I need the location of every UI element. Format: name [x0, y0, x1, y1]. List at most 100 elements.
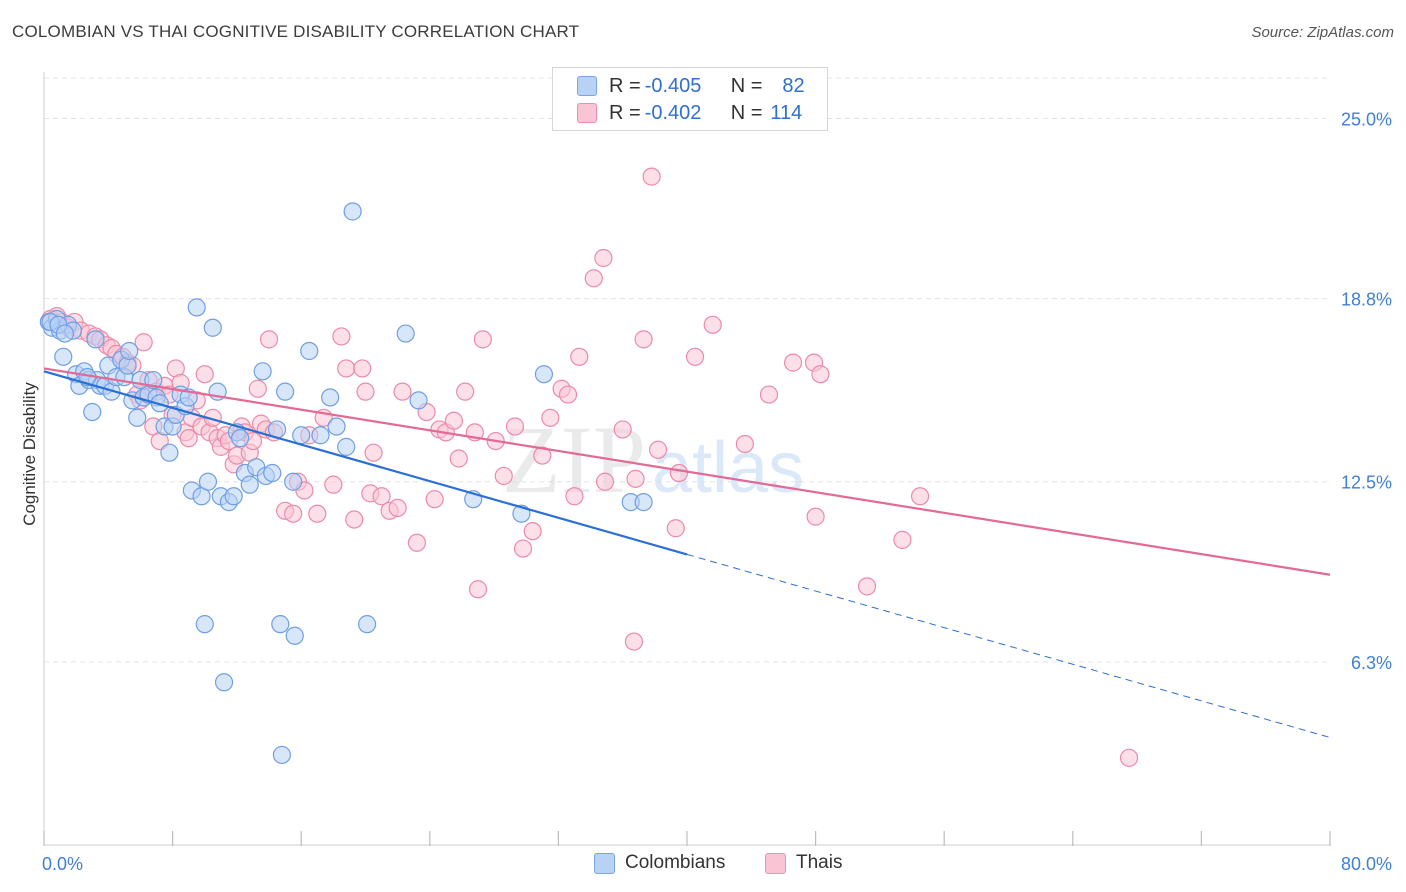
colombians-trend-line: [43, 370, 688, 556]
legend-row-colombians: R = -0.405 N = 82: [577, 74, 805, 98]
thai-point: [759, 385, 779, 404]
axes: [43, 72, 1331, 846]
thai-point: [685, 347, 705, 366]
colombian-point: [240, 475, 259, 494]
thai-point: [533, 446, 552, 465]
thai-point: [1119, 748, 1139, 767]
thai-point: [523, 522, 542, 541]
legend-swatch-colombians: [577, 76, 597, 96]
colombian-point: [409, 391, 428, 410]
thai-point: [473, 330, 492, 349]
thai-point: [626, 469, 645, 488]
colombian-point: [634, 492, 653, 512]
thai-point: [449, 449, 468, 468]
y-tick-label: 18.8%: [1341, 290, 1392, 310]
thai-point: [195, 365, 214, 384]
colombian-point: [276, 382, 295, 401]
colombian-point: [55, 324, 74, 343]
thai-point: [811, 365, 830, 384]
thai-point: [407, 533, 427, 552]
thai-point: [558, 385, 578, 404]
colombian-point: [327, 417, 346, 436]
thai-point: [425, 490, 444, 509]
bottom-legend: Colombians Thais: [0, 852, 1406, 878]
colombian-point: [195, 615, 214, 634]
thai-point: [634, 330, 653, 349]
colombian-point: [203, 318, 222, 337]
thai-point: [345, 510, 364, 529]
thai-point: [308, 504, 327, 523]
thai-point: [669, 463, 689, 483]
thai-point: [337, 359, 356, 378]
thai-point: [624, 632, 644, 651]
colombian-point: [271, 615, 290, 634]
thai-point: [456, 382, 475, 401]
colombian-point: [284, 472, 303, 491]
legend-n-value-colombians: 82: [782, 74, 805, 97]
thai-point: [570, 347, 589, 366]
thai-point: [364, 443, 383, 462]
legend-n-value-thais: 114: [770, 101, 803, 124]
bottom-legend-label-colombians: Colombians: [625, 852, 726, 873]
trend-lines: [43, 367, 1331, 738]
x-tick-label: 80.0%: [1341, 854, 1392, 874]
colombian-point: [231, 429, 250, 448]
bottom-legend-swatch-thais: [765, 852, 786, 874]
thai-point: [648, 440, 668, 459]
chart-title: COLOMBIAN VS THAI COGNITIVE DISABILITY C…: [12, 22, 580, 41]
thai-point: [893, 530, 912, 549]
legend-r-value-thais: -0.402: [644, 101, 702, 124]
thai-point: [806, 507, 825, 526]
gridlines: [44, 77, 1330, 663]
thai-point: [494, 466, 513, 486]
colombian-point: [253, 362, 272, 381]
colombian-point: [396, 324, 415, 343]
thais-trend-line: [43, 367, 1331, 576]
thai-point: [393, 382, 412, 401]
y-axis-label: Cognitive Disability: [20, 382, 39, 526]
colombian-point: [83, 402, 102, 422]
thai-point: [857, 577, 877, 596]
y-tick-label: 25.0%: [1341, 109, 1392, 129]
colombian-point: [321, 388, 340, 407]
thai-point: [353, 359, 372, 378]
thai-point: [613, 420, 632, 439]
bottom-legend-label-thais: Thais: [796, 852, 843, 873]
thai-point: [642, 167, 661, 186]
thai-point: [783, 353, 803, 372]
legend-row-thais: R = -0.402 N = 114: [577, 101, 802, 125]
colombian-point: [300, 341, 319, 361]
colombian-point: [337, 437, 356, 456]
bottom-legend-colombians: Colombians: [594, 852, 725, 874]
thai-point: [505, 417, 525, 436]
y-tick-label: 12.5%: [1341, 473, 1392, 493]
thai-point: [513, 539, 533, 558]
thai-point: [284, 504, 303, 523]
thai-point: [594, 248, 613, 268]
thai-point: [444, 411, 464, 430]
colombian-point: [285, 626, 304, 645]
y-tick-label: 6.3%: [1351, 653, 1392, 673]
thai-point: [468, 580, 488, 599]
thai-point: [666, 519, 685, 538]
colombian-point: [224, 487, 243, 506]
thai-point: [324, 475, 343, 494]
thai-point: [565, 487, 584, 506]
source-label: Source: ZipAtlas.com: [1251, 24, 1394, 41]
bottom-legend-swatch-colombians: [594, 852, 615, 874]
colombian-point: [263, 463, 282, 483]
colombian-point: [272, 745, 292, 765]
legend: R = -0.405 N = 82 R = -0.402 N = 114: [552, 67, 828, 131]
colombians-points: [39, 202, 653, 765]
colombians-trend-extension: [686, 553, 1331, 738]
colombian-point: [120, 341, 139, 361]
thai-point: [584, 269, 603, 288]
thai-point: [179, 429, 198, 448]
colombian-point: [311, 426, 330, 445]
colombian-point: [534, 365, 554, 384]
colombian-point: [198, 472, 218, 491]
legend-r-label: R =: [609, 74, 641, 97]
thai-point: [703, 315, 722, 334]
colombian-point: [292, 426, 311, 445]
